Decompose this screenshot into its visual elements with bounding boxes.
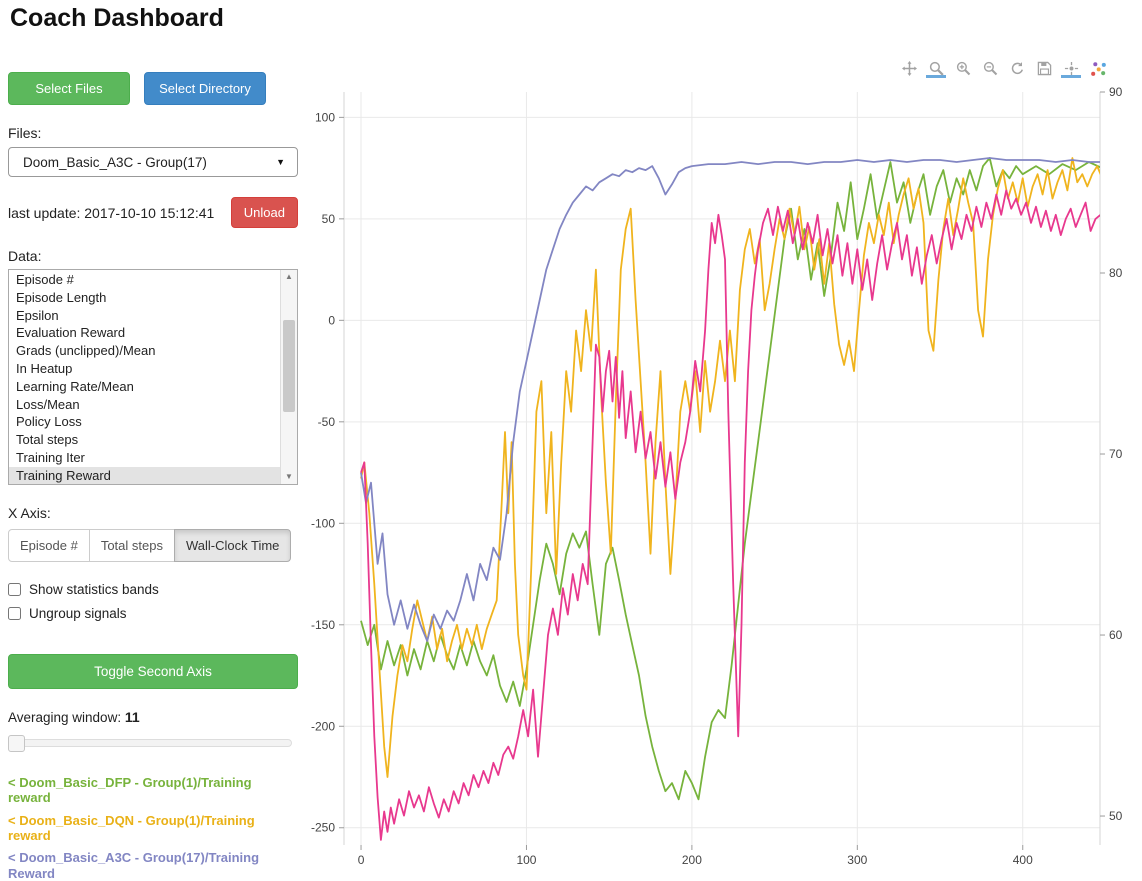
select-directory-button[interactable]: Select Directory	[144, 72, 266, 105]
svg-text:200: 200	[682, 853, 702, 867]
svg-text:70: 70	[1109, 447, 1123, 461]
data-list-item[interactable]: Policy Loss	[16, 414, 82, 430]
svg-text:100: 100	[516, 853, 536, 867]
slider-handle[interactable]	[8, 735, 25, 752]
show-statistics-bands-checkbox[interactable]	[8, 583, 21, 596]
page-title: Coach Dashboard	[10, 4, 224, 32]
averaging-window-slider[interactable]	[8, 735, 292, 752]
unload-button[interactable]: Unload	[230, 197, 298, 228]
series-legend: < Doom_Basic_DFP - Group(1)/Training rew…	[8, 775, 293, 881]
autoscale-icon[interactable]	[1007, 58, 1027, 78]
select-files-button[interactable]: Select Files	[8, 72, 130, 105]
sidebar: Select Files Select Directory Files: Doo…	[8, 72, 298, 881]
plotly-logo-icon[interactable]	[1088, 58, 1108, 78]
checkbox-row[interactable]: Show statistics bands	[8, 582, 298, 597]
data-list-item[interactable]: Epsilon	[16, 307, 59, 323]
data-listbox[interactable]: Episode # Episode Length Epsilon Evaluation…	[8, 269, 298, 485]
plotly-modebar	[899, 58, 1108, 78]
data-list-item[interactable]: Total steps	[16, 432, 79, 448]
files-label: Files:	[8, 125, 42, 141]
data-list-item[interactable]: Training Reward	[9, 466, 280, 484]
checkbox-label: Show statistics bands	[29, 582, 159, 597]
svg-text:50: 50	[1109, 809, 1123, 823]
xaxis-option-wall-clock-time[interactable]: Wall-Clock Time	[173, 529, 292, 562]
data-list-item[interactable]: Training Iter	[16, 449, 85, 465]
data-list-item[interactable]: Episode Length	[16, 289, 107, 305]
zoom-icon[interactable]	[926, 58, 946, 78]
svg-text:400: 400	[1013, 853, 1033, 867]
averaging-window-label: Averaging window:	[8, 710, 122, 725]
svg-text:80: 80	[1109, 266, 1123, 280]
averaging-window-value: 11	[124, 709, 140, 725]
xaxis-label: X Axis:	[8, 505, 51, 521]
hover-icon[interactable]	[1061, 58, 1081, 78]
xaxis-option-total-steps[interactable]: Total steps	[88, 529, 175, 562]
xaxis-option-episode-[interactable]: Episode #	[8, 529, 90, 562]
svg-text:50: 50	[322, 212, 336, 226]
svg-text:60: 60	[1109, 628, 1123, 642]
averaging-window-row: Averaging window: 11	[8, 709, 298, 725]
scrollbar-down-icon[interactable]: ▼	[285, 472, 293, 481]
scrollbar-thumb[interactable]	[283, 320, 295, 412]
zoom-out-icon[interactable]	[980, 58, 1000, 78]
last-update-text: last update: 2017-10-10 15:12:41	[8, 204, 215, 221]
data-label: Data:	[8, 248, 42, 264]
svg-text:-250: -250	[311, 821, 335, 835]
svg-text:90: 90	[1109, 85, 1123, 99]
checkbox-label: Ungroup signals	[29, 606, 127, 621]
data-list-item[interactable]: Episode #	[16, 272, 74, 287]
toggle-second-axis-button[interactable]: Toggle Second Axis	[8, 654, 298, 689]
svg-text:100: 100	[315, 110, 335, 124]
options-checkboxes: Show statistics bands Ungroup signals	[8, 582, 298, 621]
listbox-scrollbar[interactable]: ▲ ▼	[280, 270, 297, 484]
data-list-item[interactable]: Loss/Mean	[16, 396, 80, 412]
chart-area: 0 100 200 300 400 100 50 0 -50 -100 -150 -200 -250 90…	[300, 0, 1142, 881]
ungroup-signals-checkbox[interactable]	[8, 607, 21, 620]
xaxis-button-group: Episode # Total steps Wall-Clock Time	[8, 529, 292, 562]
data-list-item[interactable]: In Heatup	[16, 360, 73, 376]
files-select[interactable]: Doom_Basic_A3C - Group(17) ▼	[8, 147, 298, 177]
svg-text:-200: -200	[311, 719, 335, 733]
svg-text:300: 300	[847, 853, 867, 867]
legend-item[interactable]: < Doom_Basic_A3C - Group(17)/Training Re…	[8, 850, 260, 881]
chevron-down-icon: ▼	[276, 157, 285, 167]
checkbox-row[interactable]: Ungroup signals	[8, 606, 298, 621]
pan-icon[interactable]	[899, 58, 919, 78]
data-list-item[interactable]: Evaluation Reward	[16, 325, 126, 341]
data-list-item[interactable]: Learning Rate/Mean	[16, 378, 134, 394]
data-list-item[interactable]: Grads (unclipped)/Mean	[16, 343, 156, 359]
zoom-in-icon[interactable]	[953, 58, 973, 78]
svg-text:0: 0	[328, 313, 335, 327]
legend-item[interactable]: < Doom_Basic_DQN - Group(1)/Training rew…	[8, 812, 255, 843]
svg-text:-50: -50	[318, 415, 336, 429]
chart-canvas[interactable]: 0 100 200 300 400 100 50 0 -50 -100 -150 -200 -250 90…	[300, 84, 1142, 879]
svg-text:-150: -150	[311, 618, 335, 632]
svg-text:-100: -100	[311, 516, 335, 530]
svg-text:0: 0	[358, 853, 365, 867]
scrollbar-up-icon[interactable]: ▲	[285, 272, 293, 281]
files-select-value: Doom_Basic_A3C - Group(17)	[23, 154, 207, 170]
save-icon[interactable]	[1034, 58, 1054, 78]
legend-item[interactable]: < Doom_Basic_DFP - Group(1)/Training rew…	[8, 775, 252, 806]
